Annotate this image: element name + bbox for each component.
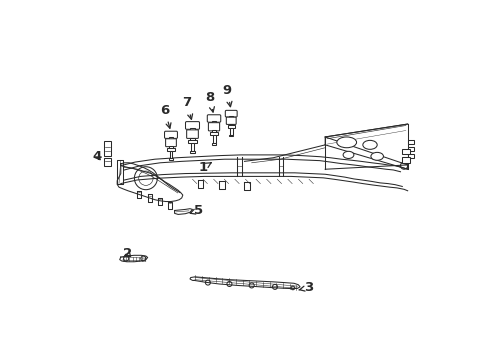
Ellipse shape [362, 140, 376, 149]
Bar [402, 149, 409, 154]
Bar [402, 157, 409, 163]
Bar [211, 130, 216, 132]
Bar [227, 125, 234, 128]
Ellipse shape [370, 152, 383, 160]
Bar [190, 128, 195, 131]
FancyBboxPatch shape [165, 139, 176, 147]
Text: 6: 6 [160, 104, 171, 128]
Bar [229, 135, 233, 136]
FancyBboxPatch shape [208, 123, 219, 131]
Bar [168, 137, 173, 139]
Text: 1: 1 [198, 161, 211, 174]
Text: 3: 3 [298, 281, 313, 294]
Bar [190, 143, 194, 151]
Bar [407, 147, 413, 151]
Bar [103, 141, 111, 156]
Bar [167, 148, 175, 151]
Text: 9: 9 [222, 84, 231, 107]
Text: 2: 2 [123, 247, 132, 260]
FancyBboxPatch shape [226, 117, 236, 125]
Bar [229, 124, 233, 125]
Text: 5: 5 [190, 204, 203, 217]
Ellipse shape [336, 137, 356, 148]
FancyBboxPatch shape [164, 131, 177, 138]
Bar [168, 158, 173, 160]
Bar [229, 116, 233, 118]
Bar [211, 121, 216, 123]
Bar [190, 138, 195, 140]
Bar [188, 140, 197, 143]
Bar [209, 132, 218, 135]
Bar [407, 154, 413, 158]
Bar [407, 140, 413, 144]
FancyBboxPatch shape [185, 122, 199, 129]
Bar [189, 151, 195, 153]
Ellipse shape [343, 151, 353, 158]
FancyBboxPatch shape [207, 115, 220, 122]
FancyBboxPatch shape [225, 111, 237, 117]
Bar [169, 151, 172, 158]
Bar [168, 146, 173, 148]
Text: 8: 8 [204, 91, 214, 112]
Text: 7: 7 [182, 96, 192, 119]
Bar [229, 128, 232, 135]
Bar [103, 158, 111, 166]
Bar [212, 135, 215, 143]
FancyBboxPatch shape [186, 130, 198, 138]
Text: 4: 4 [93, 150, 102, 163]
Bar [211, 143, 216, 145]
